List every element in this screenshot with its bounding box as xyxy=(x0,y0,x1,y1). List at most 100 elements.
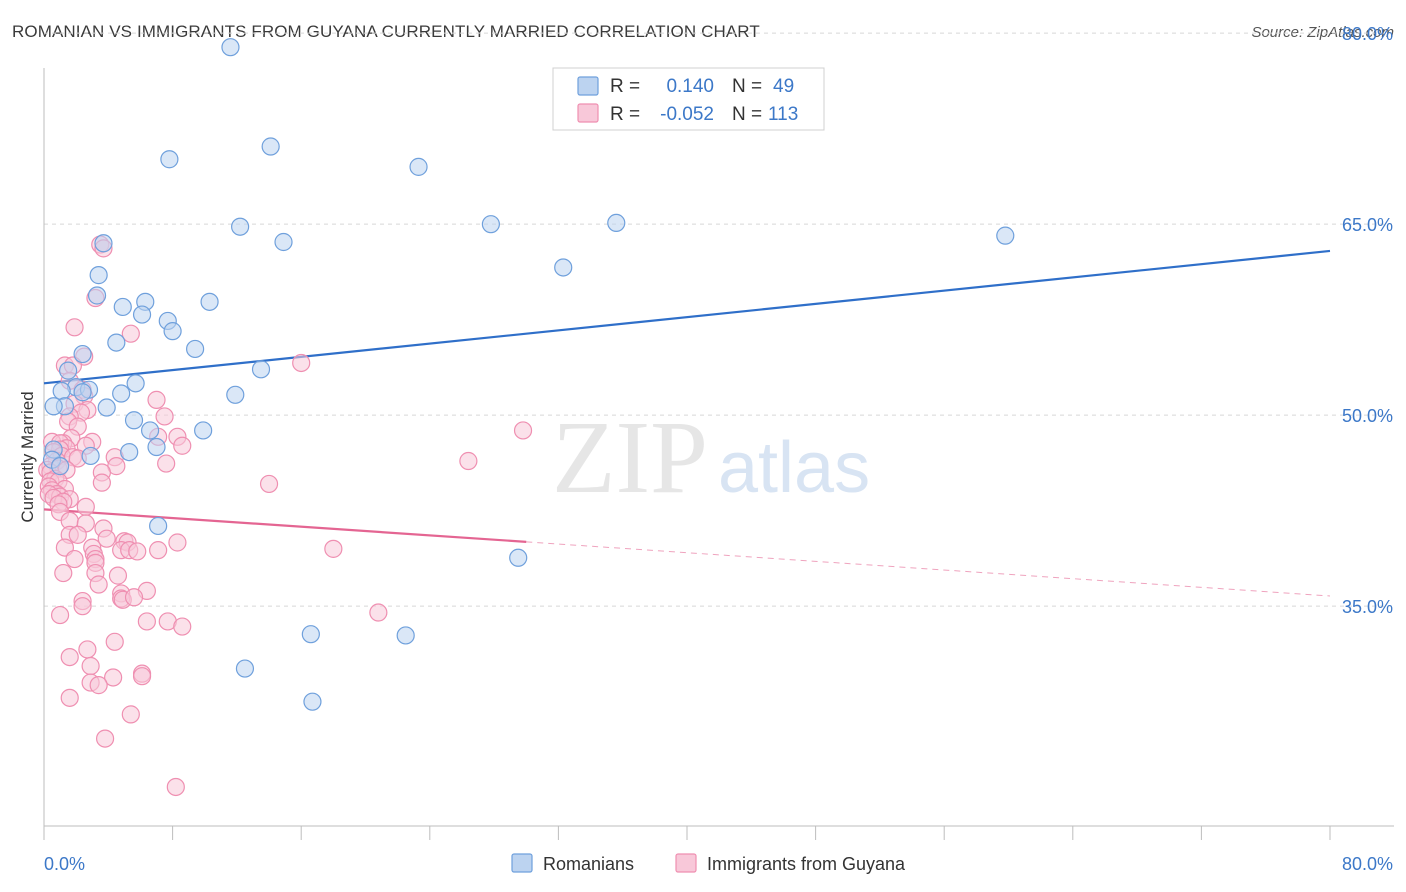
point-romanian-46 xyxy=(303,692,322,711)
point-romanian-23 xyxy=(59,361,78,380)
point-romanian-1 xyxy=(261,137,280,156)
legend-n-value-2: 113 xyxy=(768,104,798,125)
point-romanian-3 xyxy=(409,157,428,176)
point-guyana-20 xyxy=(513,421,533,440)
point-romanian-0 xyxy=(221,38,240,57)
x-tick-label-min: 0.0% xyxy=(44,854,85,874)
point-guyana-87 xyxy=(89,575,108,594)
point-guyana-96 xyxy=(369,603,388,622)
y-tick-label-80: 80.0% xyxy=(1342,24,1393,44)
point-romanian-27 xyxy=(52,381,71,401)
point-romanian-12 xyxy=(87,286,107,305)
point-romanian-9 xyxy=(94,234,113,253)
point-guyana-108 xyxy=(89,676,108,695)
point-romanian-36 xyxy=(194,421,213,440)
point-romanian-37 xyxy=(147,437,166,457)
point-guyana-110 xyxy=(121,705,140,724)
y-tick-label-35: 35.0% xyxy=(1342,597,1393,617)
point-romanian-15 xyxy=(113,297,132,317)
point-romanian-41 xyxy=(149,516,168,536)
point-romanian-30 xyxy=(73,383,92,402)
point-romanian-7 xyxy=(996,226,1015,245)
point-romanian-28 xyxy=(112,384,131,403)
legend-r-value-2: -0.052 xyxy=(660,104,714,125)
point-romanian-5 xyxy=(481,215,500,234)
chart-title: ROMANIAN VS IMMIGRANTS FROM GUYANA CURRE… xyxy=(12,22,760,41)
point-guyana-112 xyxy=(166,777,185,797)
point-guyana-28 xyxy=(173,436,192,455)
point-guyana-72 xyxy=(168,533,187,552)
point-guyana-3 xyxy=(65,318,84,337)
point-romanian-18 xyxy=(163,322,182,341)
point-romanian-24 xyxy=(126,374,145,393)
point-guyana-100 xyxy=(105,632,124,651)
legend-n-label-1: N = xyxy=(732,76,762,97)
y-axis-label: Currently Married xyxy=(18,391,37,522)
point-romanian-19 xyxy=(107,333,126,352)
trend-line-romanian xyxy=(43,249,1331,385)
point-romanian-11 xyxy=(89,266,108,285)
legend-r-label-1: R = xyxy=(610,76,640,97)
point-romanian-10 xyxy=(554,258,573,277)
trend-line-guyana xyxy=(43,508,527,543)
point-guyana-95 xyxy=(50,605,70,625)
point-guyana-105 xyxy=(132,667,152,686)
watermark-zip: ZIP xyxy=(552,400,708,515)
point-guyana-62 xyxy=(76,497,95,516)
x-tick-labels: 0.0% 80.0% xyxy=(44,854,1393,874)
axes xyxy=(43,68,1394,840)
point-guyana-50 xyxy=(259,474,279,494)
legend-n-label-2: N = xyxy=(732,104,762,125)
point-romanian-32 xyxy=(44,397,63,416)
point-guyana-71 xyxy=(97,529,116,548)
point-guyana-102 xyxy=(60,647,79,667)
point-guyana-38 xyxy=(157,454,176,473)
point-romanian-6 xyxy=(607,213,626,233)
point-romanian-21 xyxy=(73,344,92,364)
legend-r-label-2: R = xyxy=(610,104,640,125)
y-tick-label-50: 50.0% xyxy=(1342,406,1393,426)
point-romanian-20 xyxy=(186,339,205,359)
bottom-legend-swatch-guyana xyxy=(675,853,697,873)
point-guyana-86 xyxy=(108,566,128,585)
legend-swatch-guyana xyxy=(577,103,599,123)
point-guyana-51 xyxy=(92,473,111,492)
point-guyana-82 xyxy=(65,549,84,569)
legend-r-value-1: 0.140 xyxy=(666,76,714,97)
point-romanian-35 xyxy=(140,421,160,440)
point-guyana-84 xyxy=(54,563,73,583)
point-romanian-22 xyxy=(251,360,271,379)
watermark: ZIP atlas xyxy=(552,400,870,515)
legend: R = 0.140 N = 49 R = -0.052 N = 113 xyxy=(552,67,825,131)
point-guyana-92 xyxy=(124,588,144,607)
point-guyana-4 xyxy=(121,324,140,343)
point-romanian-29 xyxy=(226,385,245,404)
point-romanian-39 xyxy=(120,442,139,462)
source-label: Source: ZipAtlas.com xyxy=(1251,24,1394,41)
point-romanian-13 xyxy=(200,292,219,311)
point-guyana-99 xyxy=(173,617,192,636)
point-guyana-94 xyxy=(73,597,92,616)
trend-line-guyana-extrapolated xyxy=(526,541,1331,597)
bottom-legend-romanians: Romanians xyxy=(543,854,634,874)
point-romanian-40 xyxy=(81,446,100,466)
point-guyana-111 xyxy=(95,729,115,748)
watermark-atlas: atlas xyxy=(718,428,870,508)
point-romanian-2 xyxy=(160,150,179,169)
grid-lines xyxy=(44,32,1394,607)
legend-swatch-romanians xyxy=(577,76,599,96)
point-romanian-42 xyxy=(509,548,528,567)
point-guyana-78 xyxy=(149,541,168,560)
point-guyana-5 xyxy=(292,353,311,373)
point-guyana-11 xyxy=(147,390,166,409)
bottom-legend: Romanians Immigrants from Guyana xyxy=(511,853,906,874)
point-guyana-101 xyxy=(78,640,97,659)
point-guyana-39 xyxy=(459,451,478,471)
point-guyana-97 xyxy=(137,612,156,631)
legend-n-value-1: 49 xyxy=(773,76,794,97)
data-points xyxy=(38,38,1015,797)
y-tick-label-65: 65.0% xyxy=(1342,215,1393,235)
point-guyana-77 xyxy=(128,542,147,561)
point-romanian-4 xyxy=(231,217,250,236)
point-romanian-45 xyxy=(235,659,255,678)
